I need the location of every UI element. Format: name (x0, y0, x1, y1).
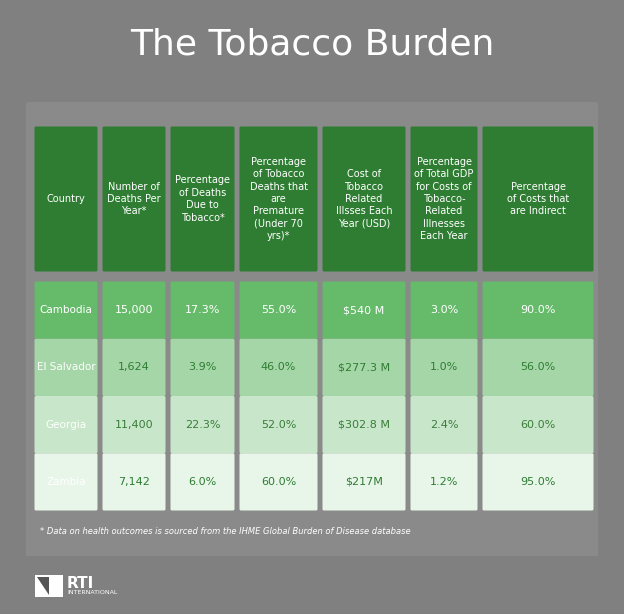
FancyBboxPatch shape (482, 281, 593, 339)
FancyBboxPatch shape (34, 126, 97, 271)
FancyBboxPatch shape (323, 281, 406, 339)
Text: 95.0%: 95.0% (520, 477, 556, 487)
Text: 1.2%: 1.2% (430, 477, 458, 487)
Text: Cost of
Tobacco
Related
Illsses Each
Year (USD): Cost of Tobacco Related Illsses Each Yea… (336, 169, 392, 229)
Text: Percentage
of Costs that
are Indirect: Percentage of Costs that are Indirect (507, 182, 569, 216)
Text: 7,142: 7,142 (118, 477, 150, 487)
Text: 60.0%: 60.0% (261, 477, 296, 487)
Text: 2.4%: 2.4% (430, 419, 458, 430)
Text: Percentage
of Tobacco
Deaths that
are
Premature
(Under 70
yrs)*: Percentage of Tobacco Deaths that are Pr… (250, 157, 308, 241)
Text: 3.9%: 3.9% (188, 362, 217, 372)
Text: 52.0%: 52.0% (261, 419, 296, 430)
Text: El Salvador: El Salvador (37, 362, 95, 372)
Text: 1.0%: 1.0% (430, 362, 458, 372)
Text: Percentage
of Total GDP
for Costs of
Tobacco-
Related
Illnesses
Each Year: Percentage of Total GDP for Costs of Tob… (414, 157, 474, 241)
Text: 56.0%: 56.0% (520, 362, 555, 372)
Bar (35, 575, 63, 597)
FancyBboxPatch shape (323, 453, 406, 510)
Text: $277.3 M: $277.3 M (338, 362, 390, 372)
FancyBboxPatch shape (411, 281, 477, 339)
FancyBboxPatch shape (482, 126, 593, 271)
Text: Number of
Deaths Per
Year*: Number of Deaths Per Year* (107, 182, 161, 216)
Text: * Data on health outcomes is sourced from the IHME Global Burden of Disease data: * Data on health outcomes is sourced fro… (40, 527, 411, 537)
Text: 3.0%: 3.0% (430, 305, 458, 315)
Text: $217M: $217M (345, 477, 383, 487)
FancyBboxPatch shape (102, 339, 165, 396)
FancyBboxPatch shape (26, 102, 598, 556)
FancyBboxPatch shape (411, 339, 477, 396)
Text: 60.0%: 60.0% (520, 419, 555, 430)
Text: 6.0%: 6.0% (188, 477, 217, 487)
FancyBboxPatch shape (170, 339, 235, 396)
Text: 1,624: 1,624 (118, 362, 150, 372)
FancyBboxPatch shape (323, 339, 406, 396)
Text: Cambodia: Cambodia (39, 305, 92, 315)
Polygon shape (37, 577, 49, 595)
Text: Zambia: Zambia (46, 477, 86, 487)
FancyBboxPatch shape (102, 453, 165, 510)
FancyBboxPatch shape (482, 339, 593, 396)
Text: $302.8 M: $302.8 M (338, 419, 390, 430)
Text: Georgia: Georgia (46, 419, 87, 430)
FancyBboxPatch shape (240, 453, 318, 510)
Text: 55.0%: 55.0% (261, 305, 296, 315)
FancyBboxPatch shape (482, 396, 593, 453)
Text: Percentage
of Deaths
Due to
Tobacco*: Percentage of Deaths Due to Tobacco* (175, 176, 230, 223)
FancyBboxPatch shape (102, 281, 165, 339)
FancyBboxPatch shape (411, 453, 477, 510)
FancyBboxPatch shape (170, 126, 235, 271)
Text: 46.0%: 46.0% (261, 362, 296, 372)
FancyBboxPatch shape (411, 126, 477, 271)
FancyBboxPatch shape (170, 281, 235, 339)
FancyBboxPatch shape (323, 396, 406, 453)
FancyBboxPatch shape (170, 396, 235, 453)
FancyBboxPatch shape (34, 281, 97, 339)
Text: 17.3%: 17.3% (185, 305, 220, 315)
Text: $540 M: $540 M (343, 305, 384, 315)
FancyBboxPatch shape (34, 396, 97, 453)
Text: Country: Country (47, 194, 85, 204)
FancyBboxPatch shape (240, 281, 318, 339)
Text: The Tobacco Burden: The Tobacco Burden (130, 27, 494, 61)
FancyBboxPatch shape (240, 396, 318, 453)
FancyBboxPatch shape (102, 126, 165, 271)
Text: RTI: RTI (67, 575, 94, 591)
FancyBboxPatch shape (102, 396, 165, 453)
FancyBboxPatch shape (34, 453, 97, 510)
Text: 11,400: 11,400 (115, 419, 154, 430)
Text: 15,000: 15,000 (115, 305, 154, 315)
FancyBboxPatch shape (240, 126, 318, 271)
FancyBboxPatch shape (34, 339, 97, 396)
FancyBboxPatch shape (411, 396, 477, 453)
FancyBboxPatch shape (170, 453, 235, 510)
Text: 22.3%: 22.3% (185, 419, 220, 430)
FancyBboxPatch shape (482, 453, 593, 510)
Text: INTERNATIONAL: INTERNATIONAL (67, 589, 117, 594)
Text: 90.0%: 90.0% (520, 305, 556, 315)
FancyBboxPatch shape (240, 339, 318, 396)
FancyBboxPatch shape (323, 126, 406, 271)
